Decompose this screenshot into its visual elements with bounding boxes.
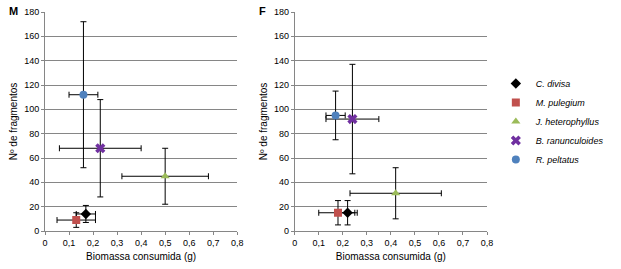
svg-text:0,1: 0,1	[63, 238, 76, 248]
svg-text:60: 60	[279, 153, 289, 163]
svg-text:0,1: 0,1	[313, 238, 326, 248]
svg-text:0,5: 0,5	[159, 238, 172, 248]
svg-text:J. heterophyllus: J. heterophyllus	[535, 117, 600, 127]
svg-text:0,3: 0,3	[361, 238, 374, 248]
svg-text:Nº de fragmentos: Nº de fragmentos	[258, 83, 269, 161]
svg-text:100: 100	[274, 104, 289, 114]
svg-text:120: 120	[274, 80, 289, 90]
svg-text:0,4: 0,4	[385, 238, 398, 248]
svg-text:180: 180	[24, 7, 39, 17]
svg-text:160: 160	[24, 31, 39, 41]
svg-text:0,6: 0,6	[433, 238, 446, 248]
svg-text:20: 20	[29, 202, 39, 212]
svg-text:Biomassa consumida (g): Biomassa consumida (g)	[336, 251, 446, 262]
svg-text:M. pulegium: M. pulegium	[536, 98, 586, 108]
svg-text:40: 40	[279, 177, 289, 187]
svg-text:0,2: 0,2	[87, 238, 100, 248]
svg-text:M: M	[9, 5, 18, 17]
svg-text:0: 0	[42, 238, 47, 248]
svg-text:Biomassa consumida (g): Biomassa consumida (g)	[86, 251, 196, 262]
svg-text:80: 80	[29, 129, 39, 139]
svg-text:0,4: 0,4	[135, 238, 148, 248]
svg-text:F: F	[259, 5, 266, 17]
svg-text:0: 0	[292, 238, 297, 248]
svg-text:20: 20	[279, 202, 289, 212]
svg-text:0,8: 0,8	[481, 238, 494, 248]
svg-text:R. peltatus: R. peltatus	[536, 155, 580, 165]
svg-text:Nº de fragmentos: Nº de fragmentos	[8, 83, 19, 161]
svg-text:180: 180	[274, 7, 289, 17]
svg-text:0,7: 0,7	[207, 238, 220, 248]
svg-text:0: 0	[34, 226, 39, 236]
svg-text:C. divisa: C. divisa	[536, 79, 571, 89]
svg-text:0,7: 0,7	[457, 238, 470, 248]
svg-text:120: 120	[24, 80, 39, 90]
svg-text:100: 100	[24, 104, 39, 114]
svg-text:0,3: 0,3	[111, 238, 124, 248]
svg-text:0: 0	[284, 226, 289, 236]
svg-text:0,8: 0,8	[231, 238, 244, 248]
svg-text:0,6: 0,6	[183, 238, 196, 248]
svg-text:140: 140	[274, 56, 289, 66]
svg-text:40: 40	[29, 177, 39, 187]
svg-text:160: 160	[274, 31, 289, 41]
svg-text:0,5: 0,5	[409, 238, 422, 248]
svg-text:140: 140	[24, 56, 39, 66]
svg-text:B. ranunculoides: B. ranunculoides	[536, 136, 604, 146]
svg-text:80: 80	[279, 129, 289, 139]
svg-text:60: 60	[29, 153, 39, 163]
svg-text:0,2: 0,2	[337, 238, 350, 248]
